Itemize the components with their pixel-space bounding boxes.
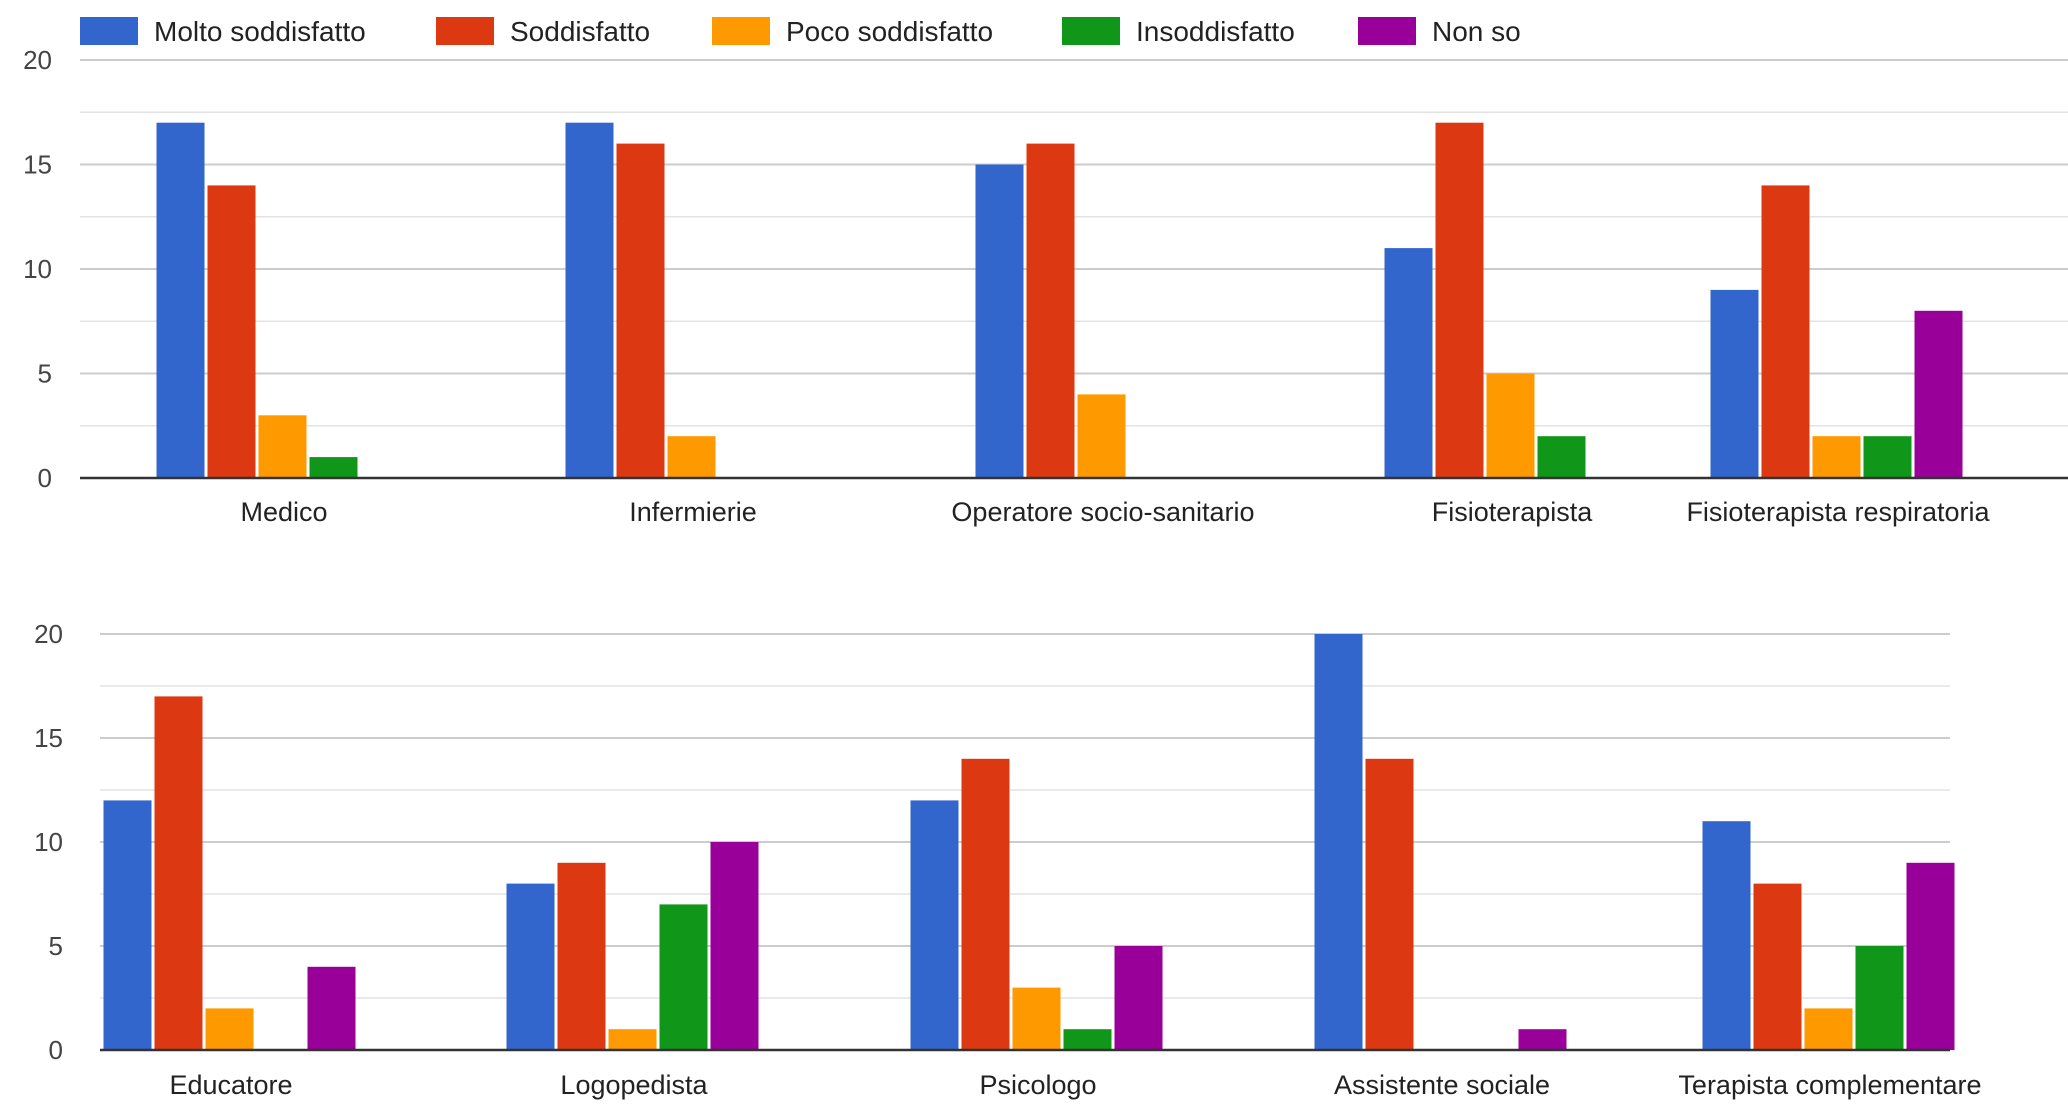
bar-infermierie-molto-soddisfatto xyxy=(565,122,614,478)
bar-operatore-socio-sanitario-soddisfatto xyxy=(1026,143,1075,478)
bar-medico-molto-soddisfatto xyxy=(156,122,205,478)
legend-swatch-poco-soddisfatto xyxy=(712,17,770,45)
bar-logopedista-insoddisfatto xyxy=(659,904,708,1050)
y-tick-label: 15 xyxy=(34,723,63,753)
bar-terapista-complementare-poco-soddisfatto xyxy=(1804,1008,1853,1050)
bar-educatore-soddisfatto xyxy=(154,696,203,1050)
x-tick-label-infermierie: Infermierie xyxy=(629,497,757,527)
bar-fisioterapista-soddisfatto xyxy=(1435,122,1484,478)
x-tick-label-fisioterapista-respiratoria: Fisioterapista respiratoria xyxy=(1686,497,1990,527)
bar-psicologo-insoddisfatto xyxy=(1063,1029,1112,1050)
bar-logopedista-molto-soddisfatto xyxy=(506,883,555,1050)
legend-label-poco-soddisfatto: Poco soddisfatto xyxy=(786,16,993,47)
bar-educatore-non-so xyxy=(307,966,356,1050)
bar-educatore-molto-soddisfatto xyxy=(103,800,152,1050)
bar-educatore-poco-soddisfatto xyxy=(205,1008,254,1050)
x-tick-label-fisioterapista: Fisioterapista xyxy=(1432,497,1594,527)
legend-label-insoddisfatto: Insoddisfatto xyxy=(1136,16,1295,47)
chart-panel-top: 0 5 10 15 20 Medico Infermierie Operatore socio… xyxy=(23,45,2068,527)
y-tick-label: 15 xyxy=(23,150,52,180)
bar-terapista-complementare-soddisfatto xyxy=(1753,883,1802,1050)
legend-label-molto-soddisfatto: Molto soddisfatto xyxy=(154,16,366,47)
bar-psicologo-non-so xyxy=(1114,946,1163,1050)
bar-assistente-sociale-non-so xyxy=(1518,1029,1567,1050)
bar-psicologo-soddisfatto xyxy=(961,758,1010,1050)
bar-terapista-complementare-molto-soddisfatto xyxy=(1702,821,1751,1050)
bar-operatore-socio-sanitario-molto-soddisfatto xyxy=(975,164,1024,478)
y-tick-label: 20 xyxy=(34,619,63,649)
legend-swatch-soddisfatto xyxy=(436,17,494,45)
bar-assistente-sociale-molto-soddisfatto xyxy=(1314,634,1363,1050)
legend-swatch-insoddisfatto xyxy=(1062,17,1120,45)
x-tick-label-logopedista: Logopedista xyxy=(560,1070,708,1100)
y-tick-label: 5 xyxy=(38,359,52,389)
bar-fisioterapista-respiratoria-poco-soddisfatto xyxy=(1812,436,1861,478)
bar-terapista-complementare-non-so xyxy=(1906,862,1955,1050)
bar-terapista-complementare-insoddisfatto xyxy=(1855,946,1904,1050)
legend-swatch-molto-soddisfatto xyxy=(80,17,138,45)
bar-fisioterapista-respiratoria-molto-soddisfatto xyxy=(1710,289,1759,478)
x-tick-label-assistente-sociale: Assistente sociale xyxy=(1334,1070,1550,1100)
bar-psicologo-molto-soddisfatto xyxy=(910,800,959,1050)
bar-assistente-sociale-soddisfatto xyxy=(1365,758,1414,1050)
y-tick-label: 20 xyxy=(23,45,52,75)
y-tick-label: 0 xyxy=(38,463,52,493)
bar-logopedista-soddisfatto xyxy=(557,862,606,1050)
y-tick-label: 10 xyxy=(23,254,52,284)
x-tick-label-psicologo: Psicologo xyxy=(979,1070,1096,1100)
bar-medico-soddisfatto xyxy=(207,185,256,478)
y-tick-label: 10 xyxy=(34,827,63,857)
chart-panel-bottom: 0 5 10 15 20 Educatore Logopedista Psicologo Ass… xyxy=(34,619,1982,1100)
bar-logopedista-poco-soddisfatto xyxy=(608,1029,657,1050)
y-tick-label: 5 xyxy=(49,931,63,961)
x-tick-label-terapista-complementare: Terapista complementare xyxy=(1678,1070,1981,1100)
legend: Molto soddisfatto Soddisfatto Poco soddisf… xyxy=(80,16,1521,47)
bar-logopedista-non-so xyxy=(710,842,759,1050)
y-tick-label: 0 xyxy=(49,1035,63,1065)
bar-infermierie-soddisfatto xyxy=(616,143,665,478)
bar-fisioterapista-poco-soddisfatto xyxy=(1486,373,1535,478)
bar-fisioterapista-respiratoria-non-so xyxy=(1914,310,1963,478)
legend-label-soddisfatto: Soddisfatto xyxy=(510,16,650,47)
x-tick-label-educatore: Educatore xyxy=(169,1070,292,1100)
bar-fisioterapista-insoddisfatto xyxy=(1537,436,1586,478)
bar-medico-poco-soddisfatto xyxy=(258,415,307,478)
legend-label-non-so: Non so xyxy=(1432,16,1521,47)
bar-psicologo-poco-soddisfatto xyxy=(1012,987,1061,1050)
x-tick-label-operatore-socio-sanitario: Operatore socio-sanitario xyxy=(951,497,1254,527)
bar-fisioterapista-respiratoria-soddisfatto xyxy=(1761,185,1810,478)
bar-fisioterapista-respiratoria-insoddisfatto xyxy=(1863,436,1912,478)
bar-infermierie-poco-soddisfatto xyxy=(667,436,716,478)
legend-swatch-non-so xyxy=(1358,17,1416,45)
bar-operatore-socio-sanitario-poco-soddisfatto xyxy=(1077,394,1126,478)
x-tick-label-medico: Medico xyxy=(240,497,327,527)
bar-fisioterapista-molto-soddisfatto xyxy=(1384,248,1433,478)
bar-medico-insoddisfatto xyxy=(309,457,358,478)
